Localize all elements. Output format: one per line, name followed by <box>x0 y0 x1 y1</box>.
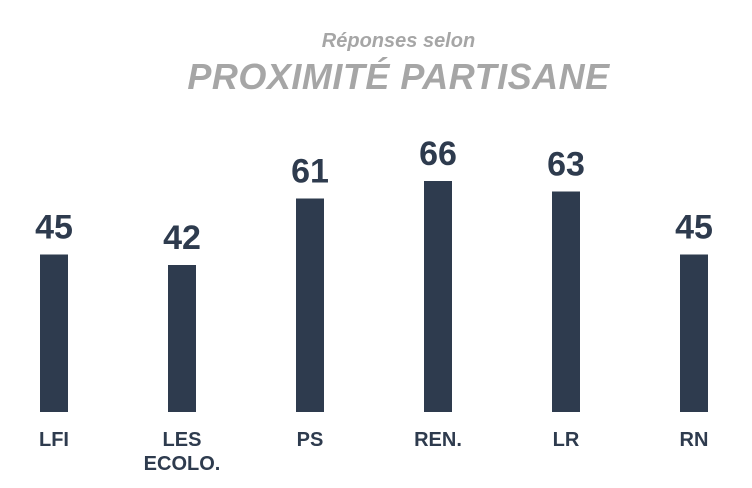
bar-value-label-0: 45 <box>35 209 73 247</box>
bar-5 <box>680 254 708 412</box>
bar-2 <box>296 198 324 412</box>
category-label-4: LR <box>553 429 580 451</box>
bar-value-label-2: 61 <box>291 153 329 191</box>
bar-value-label-4: 63 <box>547 146 585 184</box>
bar-3 <box>424 181 452 412</box>
chart-subtitle: Réponses selon <box>321 30 476 52</box>
bar-0 <box>40 254 68 412</box>
category-label-0: LFI <box>39 429 69 451</box>
bar-value-label-3: 66 <box>419 135 457 173</box>
bar-value-label-5: 45 <box>675 209 713 247</box>
bar-value-label-1: 42 <box>163 219 201 257</box>
chart-title: PROXIMITÉ PARTISANE <box>187 56 610 97</box>
category-label-3: REN. <box>414 429 462 451</box>
category-label-5: RN <box>680 429 709 451</box>
category-label-2: PS <box>297 429 324 451</box>
bar-1 <box>168 265 196 412</box>
category-label-1: LES ECOLO. <box>144 429 221 475</box>
bar-4 <box>552 191 580 412</box>
